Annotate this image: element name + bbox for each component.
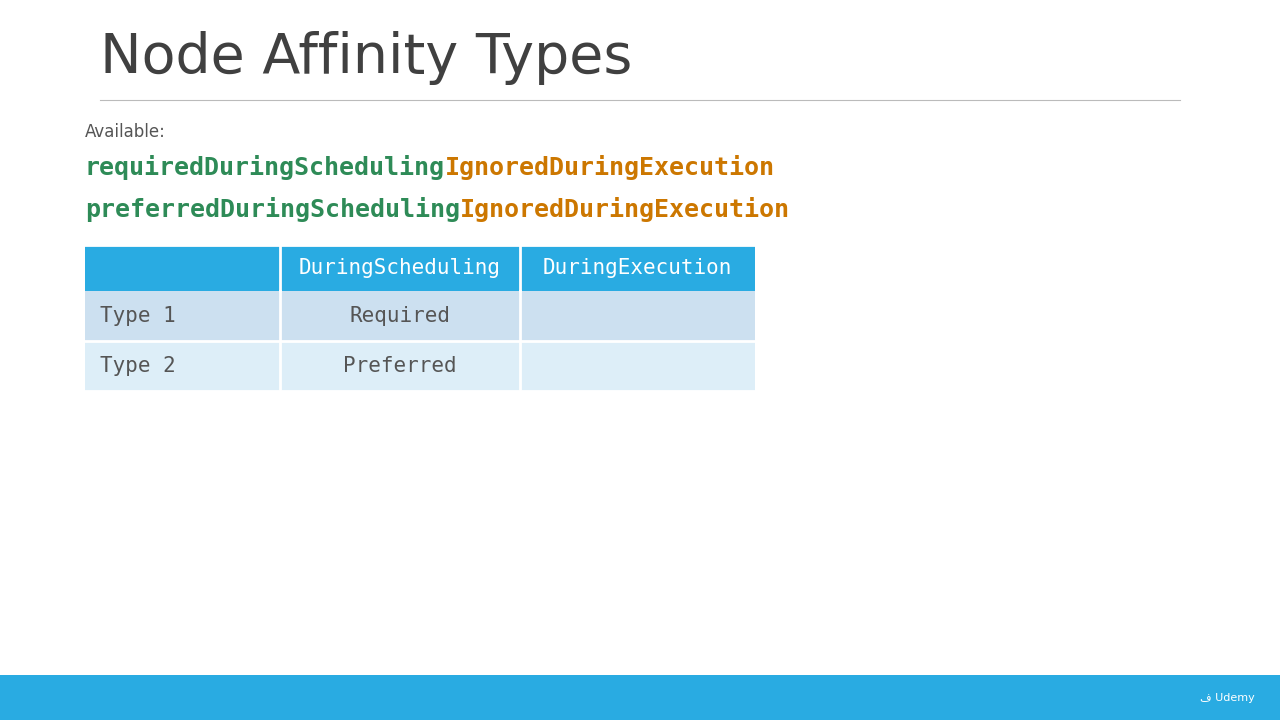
Text: Node Affinity Types: Node Affinity Types — [100, 31, 632, 85]
Text: Type 1: Type 1 — [100, 306, 175, 326]
Text: preferredDuringScheduling: preferredDuringScheduling — [84, 197, 460, 222]
Text: Required: Required — [349, 306, 451, 326]
Bar — [84, 341, 755, 391]
Bar — [84, 291, 755, 341]
Bar — [0, 675, 1280, 720]
Text: requiredDuringScheduling: requiredDuringScheduling — [84, 156, 445, 181]
Text: IgnoredDuringExecution: IgnoredDuringExecution — [445, 156, 774, 181]
Text: IgnoredDuringExecution: IgnoredDuringExecution — [460, 197, 790, 222]
Text: Preferred: Preferred — [343, 356, 457, 376]
Text: Available:: Available: — [84, 123, 166, 141]
Text: ف Udemy: ف Udemy — [1201, 693, 1254, 703]
Text: DuringScheduling: DuringScheduling — [300, 258, 500, 278]
Text: Type 2: Type 2 — [100, 356, 175, 376]
Text: DuringExecution: DuringExecution — [543, 258, 732, 278]
Bar — [84, 245, 755, 291]
